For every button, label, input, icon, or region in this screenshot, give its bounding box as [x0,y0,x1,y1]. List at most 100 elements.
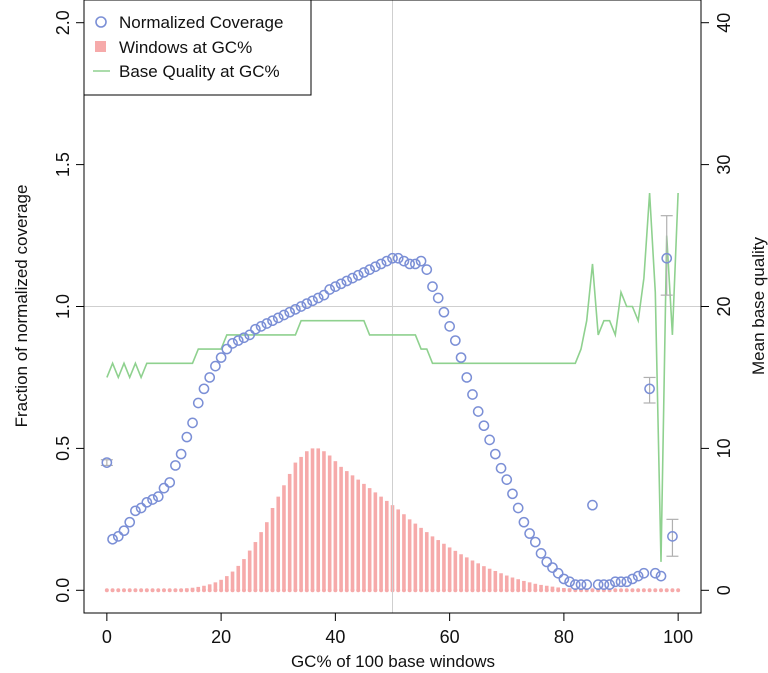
windows-point [356,588,361,593]
coverage-point [255,321,267,332]
windows-point [219,588,224,593]
y-right-tick-label: 20 [714,296,734,316]
windows-bar [247,550,252,591]
coverage-point [272,312,284,324]
windows-point [379,588,384,593]
coverage-point [581,579,593,590]
coverage-point [529,536,541,548]
coverage-point [438,306,450,318]
windows-bar [493,570,498,591]
windows-bar [230,571,235,591]
coverage-point [381,255,393,267]
windows-bar [310,448,315,591]
windows-point [173,588,178,593]
windows-point [230,588,235,593]
legend-quality-label: Base Quality at GC% [119,62,280,81]
coverage-point [638,567,650,579]
coverage-point [541,556,553,568]
windows-bar [379,496,383,591]
x-tick-label: 0 [102,627,112,647]
coverage-point [392,252,404,264]
windows-bar [504,575,509,591]
windows-point [459,588,464,593]
coverage-point [661,252,673,264]
windows-point [110,588,115,593]
windows-point [310,588,315,593]
windows-point [504,588,509,593]
windows-point [510,588,515,593]
windows-bar [533,583,538,591]
windows-bar [225,576,229,591]
windows-bar [373,492,378,591]
coverage-point [598,579,610,590]
windows-bar [339,466,343,591]
windows-bar [276,496,281,591]
windows-point [344,588,349,593]
windows-point [527,588,532,593]
windows-point [676,588,681,593]
windows-point [333,588,338,593]
windows-point [196,588,201,593]
windows-point [339,588,344,593]
windows-point [567,588,572,593]
windows-bar [396,509,401,591]
coverage-point [318,289,330,301]
coverage-point [609,576,621,588]
y-axis-right-title: Mean base quality [749,237,768,375]
coverage-point [158,482,170,494]
coverage-point [615,576,627,588]
windows-bar [476,563,480,591]
coverage-point [547,562,558,573]
coverage-point [210,360,221,372]
quality-series [106,192,679,562]
y-left-tick-label: 1.5 [53,152,73,177]
coverage-point [147,494,158,505]
windows-bar [253,542,258,591]
coverage-point [410,258,421,270]
windows-point [299,588,304,593]
coverage-point [181,431,193,443]
windows-point [521,588,526,593]
coverage-point [175,448,187,460]
windows-point [144,588,149,593]
windows-bar [544,585,549,591]
coverage-point [467,389,478,400]
windows-bar [510,577,515,591]
windows-bar [453,550,458,591]
coverage-point [558,573,570,585]
windows-bar [424,532,429,591]
coverage-point [135,502,147,514]
windows-bar [270,507,275,591]
coverage-point [112,531,124,542]
coverage-point [387,252,398,264]
windows-point [647,588,652,593]
coverage-point [370,261,381,273]
windows-point [533,588,538,593]
legend-coverage-label: Normalized Coverage [119,13,283,32]
windows-point [624,588,629,593]
coverage-point [507,488,518,500]
legend-windows-marker [95,41,106,52]
coverage-point [564,576,575,588]
windows-point [419,588,424,593]
windows-bar [459,554,463,591]
legend-box [83,0,312,96]
windows-bar [316,448,321,591]
coverage-point [398,255,410,267]
windows-bar [367,488,372,591]
windows-point [499,588,504,593]
coverage-point [307,295,318,307]
coverage-point [347,272,358,284]
windows-point [264,588,269,593]
windows-bar [344,471,349,591]
coverage-point [324,284,336,295]
coverage-point [250,323,261,335]
windows-point [636,588,641,593]
windows-point [259,588,264,593]
windows-bar [516,579,520,591]
coverage-point [444,321,455,332]
coverage-point [478,420,490,432]
windows-point [207,588,212,593]
windows-point [373,588,378,593]
windows-point [407,588,412,593]
